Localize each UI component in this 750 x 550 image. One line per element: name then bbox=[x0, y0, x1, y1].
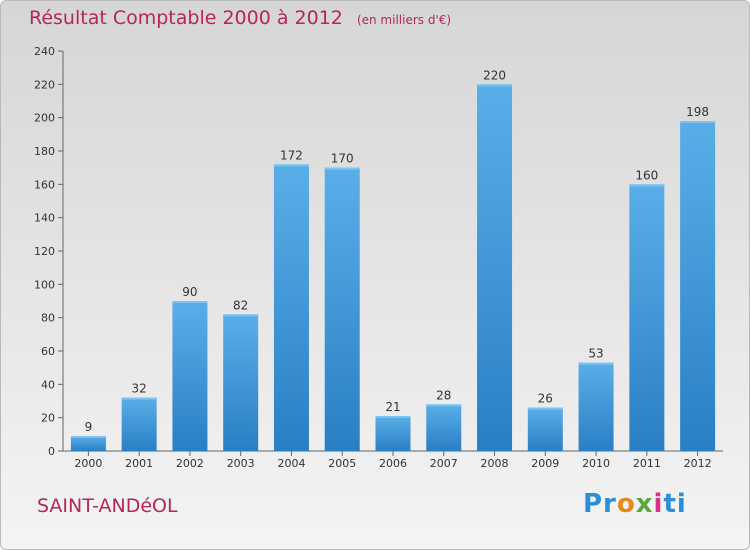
commune-name: SAINT-ANDéOL bbox=[37, 495, 178, 517]
bar-value-label: 9 bbox=[85, 420, 93, 434]
y-tick-label: 240 bbox=[34, 45, 55, 58]
bar-value-label: 172 bbox=[280, 148, 303, 162]
bar-highlight bbox=[477, 84, 512, 86]
y-tick-label: 100 bbox=[34, 278, 55, 291]
proxiti-logo: Proxiti bbox=[583, 489, 687, 519]
bar bbox=[223, 314, 258, 451]
x-tick-label: 2004 bbox=[277, 457, 305, 470]
x-tick-label: 2010 bbox=[582, 457, 610, 470]
chart-frame: Résultat Comptable 2000 à 2012 (en milli… bbox=[0, 0, 750, 550]
bar bbox=[477, 84, 512, 451]
bar-highlight bbox=[680, 121, 715, 123]
bar-highlight bbox=[274, 164, 309, 166]
bar bbox=[528, 408, 563, 451]
x-tick-label: 2001 bbox=[125, 457, 153, 470]
bar bbox=[172, 301, 207, 451]
bar-value-label: 53 bbox=[588, 347, 603, 361]
y-tick-label: 80 bbox=[41, 312, 55, 325]
bar-highlight bbox=[172, 301, 207, 303]
bar bbox=[579, 363, 614, 451]
bar bbox=[426, 404, 461, 451]
bar-value-label: 82 bbox=[233, 298, 248, 312]
bar-highlight bbox=[528, 408, 563, 410]
bar bbox=[680, 121, 715, 451]
bar-highlight bbox=[629, 184, 664, 186]
bar-value-label: 220 bbox=[483, 68, 506, 82]
x-tick-label: 2006 bbox=[379, 457, 407, 470]
bar-highlight bbox=[223, 314, 258, 316]
x-tick-label: 2012 bbox=[684, 457, 712, 470]
bar-value-label: 21 bbox=[385, 400, 400, 414]
bar bbox=[274, 164, 309, 451]
bar bbox=[376, 416, 411, 451]
x-tick-label: 2002 bbox=[176, 457, 204, 470]
y-tick-label: 0 bbox=[48, 445, 55, 458]
x-tick-label: 2000 bbox=[74, 457, 102, 470]
y-tick-label: 40 bbox=[41, 378, 55, 391]
logo-part-4: i bbox=[654, 489, 664, 519]
x-tick-label: 2011 bbox=[633, 457, 661, 470]
bar-highlight bbox=[376, 416, 411, 418]
bar-value-label: 26 bbox=[538, 392, 553, 406]
y-tick-label: 220 bbox=[34, 78, 55, 91]
bar bbox=[629, 184, 664, 451]
bar-value-label: 28 bbox=[436, 388, 451, 402]
bar-highlight bbox=[325, 168, 360, 170]
bar-highlight bbox=[426, 404, 461, 406]
bar-highlight bbox=[122, 398, 157, 400]
logo-part-3: x bbox=[636, 489, 654, 519]
bar-value-label: 198 bbox=[686, 105, 709, 119]
logo-part-2: o bbox=[617, 489, 636, 519]
bar bbox=[71, 436, 106, 451]
y-tick-label: 180 bbox=[34, 145, 55, 158]
x-tick-label: 2003 bbox=[227, 457, 255, 470]
bar-value-label: 160 bbox=[635, 168, 658, 182]
logo-part-1: Pr bbox=[583, 489, 617, 519]
x-tick-label: 2005 bbox=[328, 457, 356, 470]
bar bbox=[122, 398, 157, 451]
bar bbox=[325, 168, 360, 451]
y-tick-label: 20 bbox=[41, 412, 55, 425]
bar-chart: 0 20 40 60 80 100 120 140 160 180 200 220 240 9 2000 32… bbox=[1, 1, 750, 550]
bar-value-label: 32 bbox=[132, 382, 147, 396]
bar-highlight bbox=[71, 436, 106, 438]
y-tick-label: 160 bbox=[34, 178, 55, 191]
y-tick-label: 200 bbox=[34, 112, 55, 125]
bar-value-label: 90 bbox=[182, 285, 197, 299]
bar-highlight bbox=[579, 363, 614, 365]
logo-part-5: ti bbox=[663, 489, 686, 519]
x-tick-label: 2008 bbox=[481, 457, 509, 470]
x-tick-label: 2009 bbox=[531, 457, 559, 470]
x-tick-label: 2007 bbox=[430, 457, 458, 470]
bar-value-label: 170 bbox=[331, 152, 354, 166]
y-tick-label: 120 bbox=[34, 245, 55, 258]
y-tick-label: 60 bbox=[41, 345, 55, 358]
y-tick-label: 140 bbox=[34, 212, 55, 225]
